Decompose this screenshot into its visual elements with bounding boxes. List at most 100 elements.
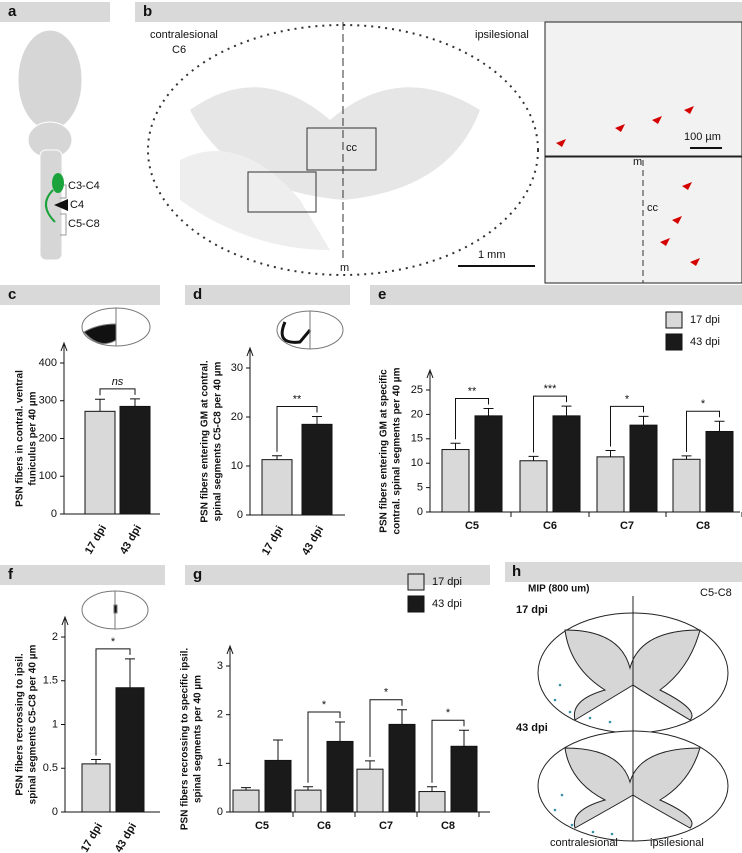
panel-bar: [0, 2, 110, 22]
sig-bracket: [533, 395, 567, 453]
error-bar: [241, 787, 251, 791]
y-tick-label: 100: [39, 470, 57, 482]
panel-bar: [185, 285, 350, 305]
bar: [356, 768, 384, 813]
sig-label: **: [468, 385, 477, 397]
sig-bracket: [99, 388, 136, 396]
error-bar: [681, 455, 692, 460]
x-tick-label: 17 dpi: [83, 523, 109, 557]
axis-arrow: [426, 368, 434, 379]
x-tick-label: C6: [543, 520, 557, 532]
panel-label: e: [378, 286, 386, 303]
legend-label: 17 dpi: [690, 314, 720, 326]
legend-swatch: [665, 333, 683, 351]
arrow: [45, 189, 56, 223]
x-tick-label: C5: [465, 520, 479, 532]
scale-label: 1 mm: [478, 249, 506, 261]
y-tick-label: 0: [217, 806, 223, 818]
bar: [388, 723, 416, 813]
bar: [119, 405, 151, 515]
y-axis-label: PSN fibers entering GM at contral.: [200, 360, 211, 522]
error-bar: [483, 408, 494, 416]
x-tick-label: 43 dpi: [113, 821, 139, 853]
error-bar: [427, 786, 437, 792]
sig-bracket: [610, 405, 644, 447]
x-tick-label: C5: [255, 820, 269, 832]
error-bar: [397, 709, 407, 725]
bar: [81, 763, 111, 813]
error-bar: [450, 442, 461, 450]
image-label: ipsilesional: [475, 29, 529, 41]
legend-swatch: [665, 311, 683, 329]
y-tick-label: 0: [51, 508, 57, 520]
sig-bracket: [307, 711, 341, 783]
bar: [261, 459, 293, 516]
microscopy-image: [147, 21, 742, 284]
sig-label: *: [625, 393, 630, 405]
h-label: 43 dpi: [516, 722, 548, 734]
legend-swatch: [407, 573, 425, 591]
error-bar: [273, 739, 283, 761]
x-tick-label: 17 dpi: [79, 821, 105, 853]
sig-label: ***: [544, 383, 558, 395]
lesion: [52, 173, 64, 193]
image-label: m: [340, 262, 349, 274]
error-bar: [125, 658, 135, 688]
error-bar: [638, 415, 649, 426]
y-tick-label: 1: [52, 718, 58, 730]
level-label: C4: [70, 199, 84, 211]
y-tick-label: 0: [237, 509, 243, 521]
y-axis-label: PSN fibers entering GM at specific: [379, 369, 390, 533]
y-axis-label: funiculus per 40 µm: [28, 391, 39, 485]
h-title: MIP (800 um): [528, 584, 590, 595]
bar: [474, 415, 503, 513]
error-bar: [335, 721, 345, 742]
bar: [450, 745, 478, 813]
error-bar: [312, 416, 322, 425]
sig-label: **: [293, 393, 302, 405]
bar: [294, 789, 322, 813]
image-label: contralesional: [150, 29, 218, 41]
bar: [519, 460, 548, 513]
axis-arrow: [246, 346, 254, 357]
y-axis-label: spinal segments C5-C8 per 40 µm: [28, 645, 39, 805]
y-tick-label: 0: [417, 506, 423, 518]
error-bar: [561, 405, 572, 416]
sig-label: *: [384, 687, 389, 699]
y-axis-label: PSN fibers in contral. ventral: [15, 370, 26, 507]
panel-label: b: [143, 3, 152, 20]
y-axis-label: spinal segments per 40 µm: [193, 675, 204, 803]
error-bar: [528, 455, 539, 461]
bar: [441, 449, 470, 513]
bar: [672, 458, 701, 513]
image-label: cc: [346, 142, 358, 154]
error-bar: [91, 759, 101, 764]
legend-label: 17 dpi: [432, 576, 462, 588]
bar: [629, 424, 658, 513]
error-bar: [459, 729, 469, 747]
sig-bracket: [276, 406, 318, 452]
error-bar: [714, 420, 725, 432]
y-tick-label: 1: [217, 757, 223, 769]
legend-swatch: [407, 595, 425, 613]
x-tick-label: C7: [379, 820, 393, 832]
panel-label: h: [512, 563, 521, 580]
sig-bracket: [369, 699, 403, 757]
y-axis-label: PSN fibers recrossing to ipsil.: [15, 653, 26, 795]
sig-bracket: [686, 410, 720, 452]
y-axis-label: spinal segments C5-C8 per 40 µm: [213, 362, 224, 522]
error-bar: [130, 398, 140, 407]
y-tick-label: 20: [231, 411, 243, 423]
y-tick-label: 1.5: [43, 675, 58, 687]
y-axis-label: contral. spinal segments per 40 µm: [392, 367, 403, 534]
panel-bar: [370, 285, 742, 305]
x-tick-label: C7: [620, 520, 634, 532]
x-tick-label: C8: [696, 520, 710, 532]
bar: [418, 791, 446, 813]
panel-label: g: [193, 566, 202, 583]
panel-label: d: [193, 286, 202, 303]
y-tick-label: 30: [231, 362, 243, 374]
bar: [84, 410, 116, 515]
y-tick-label: 200: [39, 432, 57, 444]
